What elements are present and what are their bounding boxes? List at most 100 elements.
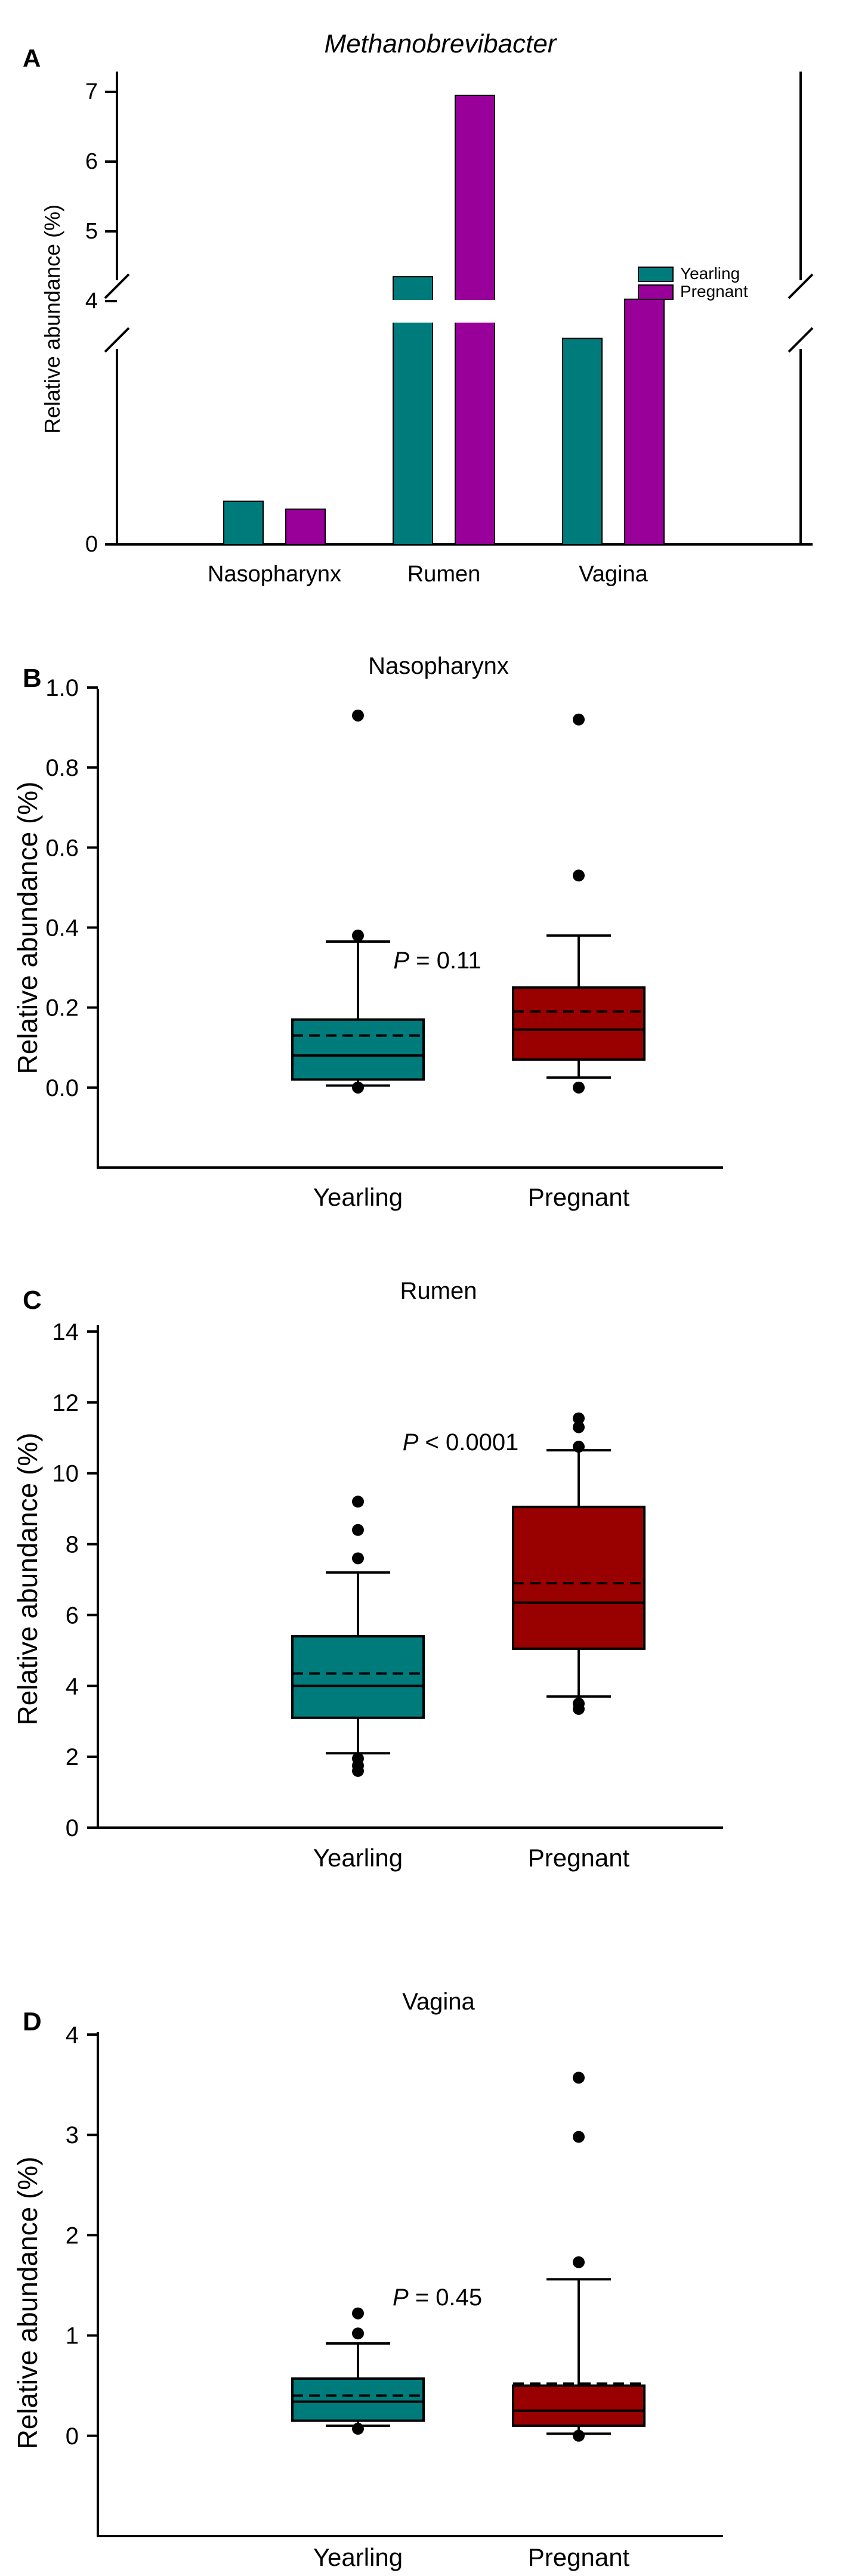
y-ticks-b: 0.0 0.2 0.4 0.6 0.8 1.0 [45,675,98,1101]
box-yearling [291,1635,425,1719]
legend-label-yearling: Yearling [680,264,740,283]
x-tick-label: Yearling [313,1183,403,1211]
y-tick-label: 4 [66,1673,79,1699]
p-value: = 0.11 [409,948,481,974]
x-tick-label: Pregnant [528,1844,630,1872]
outlier-point-yearling [352,1524,364,1536]
box-pregnant [512,2384,646,2427]
x-tick-label: Pregnant [528,2543,630,2571]
x-tick-label: Vagina [579,562,648,587]
y-tick-label: 6 [66,1602,79,1628]
bar-pregnant-vagina [624,298,665,545]
outlier-point-yearling [352,2327,364,2340]
axis-break-mark [104,273,130,299]
boxes-c [291,1412,646,1777]
y-tick-label: 14 [53,1319,79,1345]
outlier-point-yearling [352,929,364,942]
axis-break-bar-gap [382,300,507,323]
outlier-point-yearling [352,2423,364,2435]
outlier-point-pregnant [573,2072,585,2084]
y-tick-label: 0 [85,532,98,557]
boxes-d [291,2072,646,2442]
y-axis-label-d: Relative abundance (%) [12,2157,43,2450]
outlier-point-yearling [352,1496,364,1508]
chart-title-d: Vagina [402,1989,475,2015]
y-tick-label: 8 [66,1532,79,1558]
y-tick-label: 6 [85,149,98,174]
y-axis-label-b: Relative abundance (%) [12,782,43,1075]
axis-break-mark [104,327,130,353]
p-symbol: P [393,948,409,974]
panel-label-c: C [23,1286,42,1315]
box-pregnant [512,1506,646,1650]
box-plot-d: D Vagina Relative abundance (%) 0 1 2 3 4 P … [12,1989,723,2571]
panel-label-a: A [23,44,41,72]
y-tick-label: 1.0 [45,675,79,701]
box-plot-c: C Rumen Relative abundance (%) 0 2 4 6 8 10 12… [12,1278,723,1872]
outlier-point-pregnant [573,1698,585,1710]
outlier-point-pregnant [573,2131,585,2143]
p-value-annotation-b: P = 0.11 [393,948,481,974]
outlier-point-pregnant [573,2429,585,2442]
y-tick-label: 0.4 [45,915,79,942]
y-tick-label: 0 [66,2423,79,2450]
legend-swatch-yearling [638,267,674,282]
bar-chart-a: A Methanobrevibacter Relative abundance … [23,29,814,587]
x-tick-label: Pregnant [528,1183,630,1211]
legend-a: Yearling Pregnant [638,264,748,301]
box-pregnant [512,986,646,1061]
axis-break-mark [788,327,814,353]
y-tick-label: 5 [85,219,98,244]
outlier-point-yearling [352,709,364,722]
x-tick-label: Yearling [313,1844,403,1872]
y-tick-label: 4 [66,2022,79,2048]
outlier-point-pregnant [573,1412,585,1425]
y-tick-label: 10 [53,1461,79,1487]
outlier-point-pregnant [573,2256,585,2268]
y-axis-label-a: Relative abundance (%) [40,205,64,434]
y-tick-label: 1 [66,2323,79,2349]
bar-yearling-vagina [562,338,603,545]
outlier-point-pregnant [573,1421,585,1433]
boxes-b [291,709,646,1094]
legend-swatch-pregnant [638,284,674,300]
chart-title-b: Nasopharynx [368,653,509,679]
outlier-point-pregnant [573,1081,585,1094]
axis-break-mark [788,273,814,299]
x-tick-label: Yearling [313,2543,403,2571]
axis-break-gap [382,300,507,323]
y-tick-label: 2 [66,1744,79,1770]
outlier-point-yearling [352,1081,364,1094]
panel-label-d: D [23,2007,42,2036]
outlier-point-yearling [352,1552,364,1565]
bar-pregnant-nasopharynx [285,508,326,546]
y-ticks-d: 0 1 2 3 4 [66,2022,98,2450]
y-tick-label: 0 [66,1815,79,1841]
outlier-point-pregnant [573,869,585,882]
outlier-point-pregnant [573,1441,585,1453]
y-ticks-a: 0 4 5 6 7 [85,79,117,557]
panel-d: D Vagina Relative abundance (%) 0 1 2 3 4 P … [0,1878,843,2573]
y-axis-label-c: Relative abundance (%) [12,1433,43,1726]
y-ticks-c: 0 2 4 6 8 10 12 14 [53,1319,98,1841]
p-value: = 0.45 [409,2284,482,2311]
x-tick-label: Rumen [407,562,481,587]
panel-c: C Rumen Relative abundance (%) 0 2 4 6 8 10 12… [0,1222,843,1878]
box-yearling [291,2377,425,2422]
p-symbol: P [403,1429,419,1456]
y-tick-label: 12 [53,1390,79,1416]
panel-b: B Nasopharynx Relative abundance (%) 0.0… [0,596,843,1222]
chart-title-c: Rumen [400,1278,477,1304]
p-value: < 0.0001 [418,1429,518,1456]
legend-label-pregnant: Pregnant [680,282,748,301]
x-tick-label: Nasopharynx [208,562,341,587]
p-value-annotation-c: P < 0.0001 [403,1429,519,1456]
outlier-point-yearling [352,2307,364,2320]
y-tick-label: 3 [66,2122,79,2148]
chart-title-a: Methanobrevibacter [325,29,558,58]
y-tick-label: 4 [85,289,98,314]
bar-yearling-nasopharynx [223,500,264,545]
panel-label-b: B [23,664,42,693]
panel-a: A Methanobrevibacter Relative abundance … [0,0,843,596]
y-tick-label: 0.8 [45,755,79,781]
